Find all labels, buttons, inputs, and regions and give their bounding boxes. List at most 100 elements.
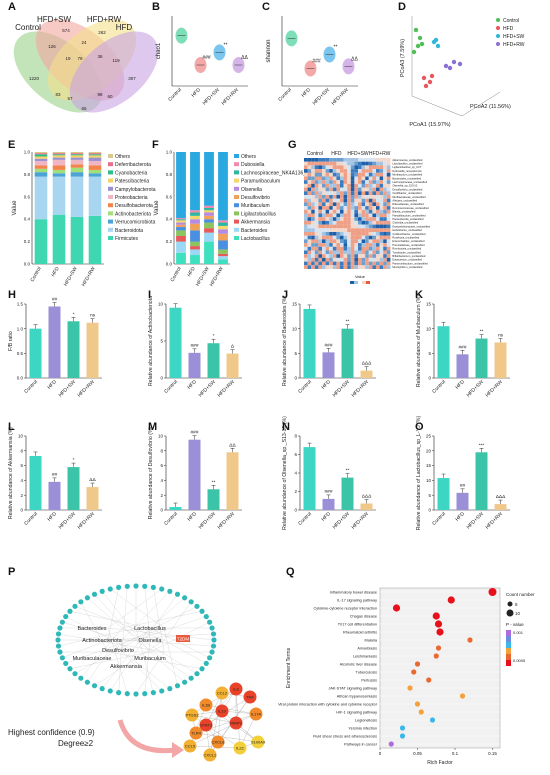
legend-label: Bacteroidota xyxy=(115,228,143,234)
heatmap-cell xyxy=(315,180,319,184)
heatmap-row-label: Akkermansia_unclassified xyxy=(392,158,423,162)
bar xyxy=(189,353,201,378)
heatmap-cell xyxy=(387,262,391,266)
heatmap-cell xyxy=(354,195,358,199)
heatmap-cell xyxy=(329,158,333,162)
heatmap-cell xyxy=(308,177,312,181)
heatmap-cell xyxy=(380,232,384,236)
heatmap-cell xyxy=(315,228,319,232)
heatmap-cell xyxy=(358,184,362,188)
x-tick-label: HFD+RW xyxy=(351,511,371,531)
heatmap-cell xyxy=(322,232,326,236)
heatmap-cell xyxy=(362,239,366,243)
heatmap-cell xyxy=(329,217,333,221)
heatmap-cell xyxy=(365,262,369,266)
y-axis-label: Relative abundance of Bacteroides (%) xyxy=(282,296,288,386)
heatmap-cell xyxy=(354,199,358,203)
heatmap-cell xyxy=(383,162,387,166)
term-bubble xyxy=(489,588,497,596)
heatmap-cell xyxy=(372,202,376,206)
heatmap-cell xyxy=(333,180,337,184)
heatmap-cell xyxy=(387,177,391,181)
heatmap-cell xyxy=(340,251,344,255)
legend-label: Bacteroides xyxy=(241,228,268,234)
stack-segment xyxy=(71,177,84,217)
heatmap-legend-swatch xyxy=(366,281,370,284)
network-node xyxy=(209,649,214,654)
stack-segment xyxy=(176,219,186,220)
heatmap-cell xyxy=(383,199,387,203)
hub-edge xyxy=(196,733,258,742)
stack-segment xyxy=(218,229,228,233)
heatmap-cell xyxy=(318,202,322,206)
heatmap-cell xyxy=(347,162,351,166)
venn-count: 307 xyxy=(128,76,136,81)
heatmap-cell xyxy=(304,262,308,266)
stack-segment xyxy=(218,226,228,229)
stack-segment xyxy=(71,152,84,153)
heatmap-cell xyxy=(362,188,366,192)
heatmap-cell xyxy=(372,214,376,218)
heatmap-row-label: Oscillibacter_unclassified xyxy=(392,191,422,195)
heatmap-cell xyxy=(322,165,326,169)
heatmap-cell xyxy=(322,214,326,218)
y-axis-label: shannon xyxy=(266,39,272,62)
heatmap-cell xyxy=(344,195,348,199)
heatmap-cell xyxy=(369,191,373,195)
heatmap-cell xyxy=(383,202,387,206)
heatmap-cell xyxy=(308,239,312,243)
stack-segment xyxy=(89,152,102,153)
legend-swatch xyxy=(234,154,239,158)
heatmap-cell xyxy=(380,236,384,240)
heatmap-cell xyxy=(351,217,355,221)
panel-letter-g: G xyxy=(288,139,297,151)
network-edge xyxy=(95,640,164,686)
heatmap-cell xyxy=(318,199,322,203)
bar-panel-l: Relative abundance of Akkermansia (%)024… xyxy=(8,427,102,531)
x-tick-label: HFD+SW xyxy=(63,266,79,288)
heatmap-cell xyxy=(387,169,391,173)
x-tick-label: HFD xyxy=(320,379,332,391)
heatmap-cell xyxy=(372,173,376,177)
heatmap-cell xyxy=(344,251,348,255)
stack-segment xyxy=(35,154,48,156)
legend-swatch xyxy=(108,162,113,166)
heatmap-cell xyxy=(322,247,326,251)
heatmap-cell xyxy=(340,173,344,177)
heatmap-cell xyxy=(365,180,369,184)
legend-label: Control xyxy=(503,18,519,24)
heatmap-cell xyxy=(311,239,315,243)
significance-mark: ## xyxy=(460,483,466,489)
heatmap-cell xyxy=(358,262,362,266)
heatmap-row-label: Muribaculaceae_unclassified xyxy=(392,195,426,199)
y-tick-label: 0.2 xyxy=(166,239,173,244)
heatmap-cell xyxy=(304,184,308,188)
bar xyxy=(170,507,182,510)
y-axis-label: Relative abundance of Lactobacillus_sp_L… xyxy=(416,415,422,530)
heatmap-cell xyxy=(322,239,326,243)
x-tick-label: Control xyxy=(167,87,183,103)
stack-segment xyxy=(176,225,186,227)
legend-label: Cyanobacteria xyxy=(115,170,147,176)
heatmap-cell xyxy=(376,199,380,203)
network-node xyxy=(211,643,216,648)
legend-label: Olsenella xyxy=(241,187,262,193)
heatmap-cell xyxy=(383,258,387,262)
heatmap-cell xyxy=(365,202,369,206)
heatmap-cell xyxy=(351,177,355,181)
stack-segment xyxy=(176,223,186,225)
bar xyxy=(68,467,80,510)
significance-mark: * xyxy=(73,311,75,317)
heatmap-cell xyxy=(354,165,358,169)
heatmap-cell xyxy=(315,184,319,188)
heatmap-cell xyxy=(318,214,322,218)
stack-segment xyxy=(71,172,84,176)
stack-segment xyxy=(35,172,48,176)
network-node xyxy=(57,649,62,654)
heatmap-cell xyxy=(369,214,373,218)
heatmap-cell xyxy=(362,214,366,218)
network-node xyxy=(182,680,187,685)
